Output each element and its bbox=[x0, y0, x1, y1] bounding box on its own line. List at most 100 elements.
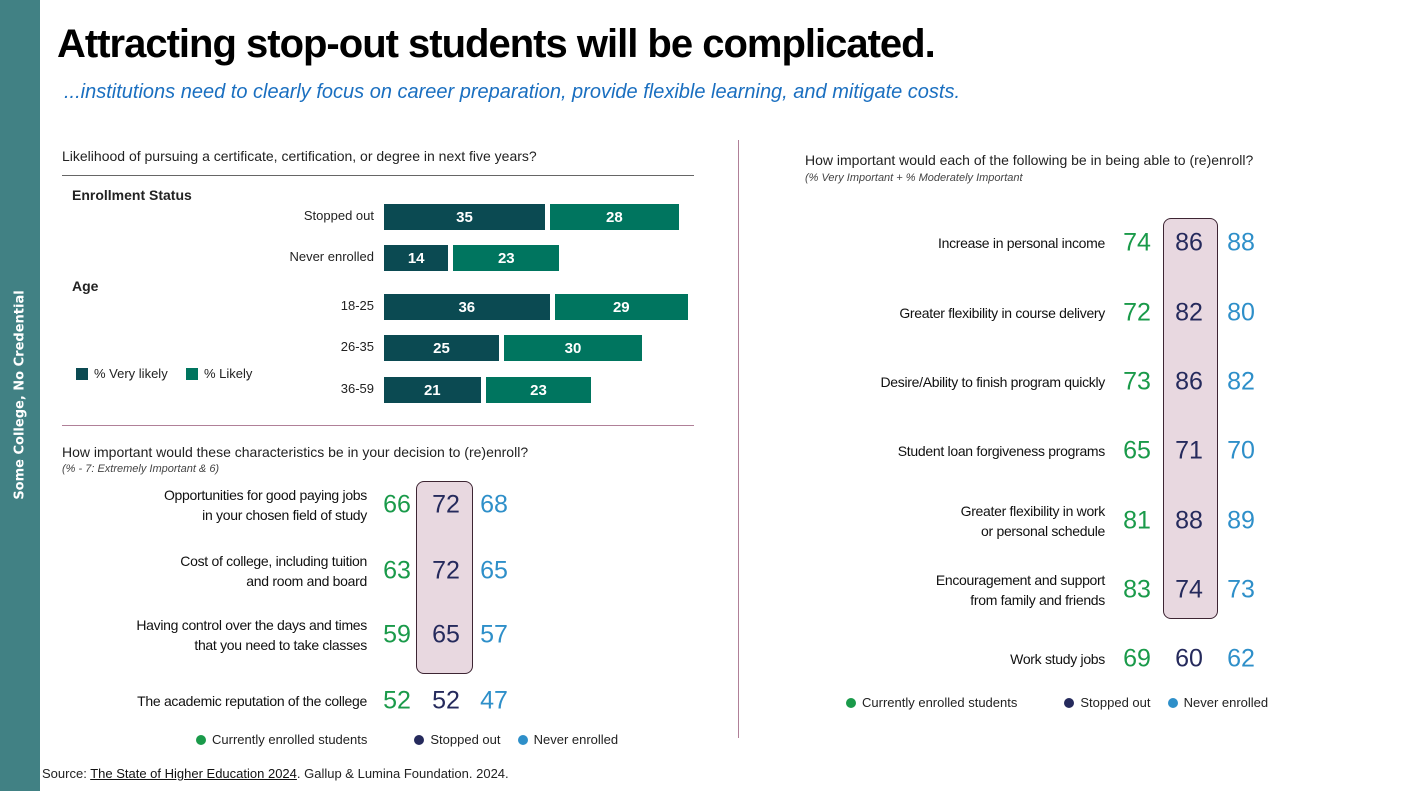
highlight-box bbox=[416, 481, 473, 674]
legend-label: Currently enrolled students bbox=[862, 695, 1018, 710]
row-label-line: in your chosen field of study bbox=[202, 507, 367, 523]
row-label-line: Having control over the days and times bbox=[136, 617, 367, 633]
page-title: Attracting stop-out students will be com… bbox=[57, 22, 936, 66]
legend-label: Stopped out bbox=[1080, 695, 1151, 710]
bar-likely: 23 bbox=[453, 245, 560, 271]
bar-very-likely: 35 bbox=[384, 204, 545, 230]
row-label-line: The academic reputation of the college bbox=[137, 693, 367, 709]
row-label: Increase in personal income bbox=[745, 233, 1105, 253]
group-label-age: Age bbox=[72, 278, 99, 294]
value-stopped-out: 72 bbox=[432, 556, 460, 585]
value-stopped-out: 71 bbox=[1175, 436, 1203, 465]
row-label: Opportunities for good paying jobs in you… bbox=[7, 485, 367, 525]
row-label-line: or personal schedule bbox=[981, 523, 1105, 539]
row-label-line: Increase in personal income bbox=[938, 235, 1105, 251]
row-label: Greater flexibility in work or personal s… bbox=[745, 501, 1106, 541]
legend-label: Stopped out bbox=[430, 732, 501, 747]
row-label: Cost of college, including tuition and ro… bbox=[7, 551, 367, 591]
source-citation: Source: The State of Higher Education 20… bbox=[42, 766, 509, 781]
bar-likely: 28 bbox=[550, 204, 679, 230]
legend-dot-icon bbox=[1064, 697, 1075, 708]
value-currently-enrolled: 65 bbox=[1123, 436, 1151, 465]
row-label-line: from family and friends bbox=[970, 592, 1105, 608]
divider-vertical bbox=[738, 140, 739, 738]
row-label-line: Opportunities for good paying jobs bbox=[163, 487, 367, 503]
value-stopped-out: 52 bbox=[432, 686, 460, 715]
value-currently-enrolled: 81 bbox=[1123, 506, 1151, 535]
row-label-line: Cost of college, including tuition bbox=[180, 553, 367, 569]
value-currently-enrolled: 52 bbox=[383, 686, 411, 715]
row-label-line: Work study jobs bbox=[1010, 651, 1105, 667]
row-label-line: and room and board bbox=[246, 573, 367, 589]
category-label: 26-35 bbox=[340, 339, 374, 354]
value-never-enrolled: 62 bbox=[1227, 644, 1255, 673]
value-currently-enrolled: 83 bbox=[1123, 575, 1151, 604]
divider bbox=[62, 425, 694, 426]
legend-label: Never enrolled bbox=[533, 732, 619, 747]
value-stopped-out: 86 bbox=[1175, 367, 1203, 396]
legend-swatch bbox=[186, 367, 198, 380]
value-never-enrolled: 80 bbox=[1227, 298, 1255, 327]
source-link[interactable]: The State of Higher Education 2024 bbox=[90, 766, 297, 781]
row-label: Encouragement and support from family and… bbox=[745, 570, 1105, 610]
value-currently-enrolled: 74 bbox=[1123, 228, 1151, 257]
legend-likely: % Likely bbox=[186, 366, 252, 381]
value-stopped-out: 72 bbox=[432, 490, 460, 519]
table-left-subtitle: (% - 7: Extremely Important & 6) bbox=[62, 463, 220, 475]
category-label: 18-25 bbox=[340, 298, 374, 313]
value-never-enrolled: 47 bbox=[480, 686, 508, 715]
bar-very-likely: 25 bbox=[384, 335, 499, 361]
value-stopped-out: 82 bbox=[1175, 298, 1203, 327]
legend-item: Stopped out bbox=[414, 732, 501, 747]
legend-label: % Very likely bbox=[94, 366, 168, 381]
sidebar bbox=[0, 0, 40, 791]
row-label: The academic reputation of the college bbox=[7, 691, 367, 711]
value-never-enrolled: 73 bbox=[1227, 575, 1255, 604]
sidebar-label: Some College, No Credential bbox=[12, 290, 28, 500]
bar-very-likely: 21 bbox=[384, 377, 481, 403]
category-label: Never enrolled bbox=[289, 249, 374, 264]
legend-dot-icon bbox=[517, 734, 528, 745]
divider bbox=[62, 175, 694, 176]
legend-very-likely: % Very likely bbox=[76, 366, 168, 381]
row-label: Having control over the days and times th… bbox=[7, 615, 367, 655]
legend-item: Currently enrolled students bbox=[846, 695, 1017, 710]
value-never-enrolled: 57 bbox=[480, 620, 508, 649]
legend-label: Currently enrolled students bbox=[212, 732, 368, 747]
value-currently-enrolled: 66 bbox=[383, 490, 411, 519]
legend-label: Never enrolled bbox=[1183, 695, 1269, 710]
row-label-line: Student loan forgiveness programs bbox=[897, 443, 1106, 459]
value-currently-enrolled: 59 bbox=[383, 620, 411, 649]
bar-likely: 30 bbox=[504, 335, 642, 361]
value-never-enrolled: 89 bbox=[1227, 506, 1255, 535]
row-label-line: that you need to take classes bbox=[194, 637, 367, 653]
legend-dot-icon bbox=[846, 697, 856, 708]
page-subtitle: ...institutions need to clearly focus on… bbox=[64, 81, 961, 103]
legend-dot-icon bbox=[1167, 697, 1178, 708]
value-never-enrolled: 70 bbox=[1227, 436, 1255, 465]
table-right-subtitle: (% Very Important + % Moderately Importa… bbox=[805, 172, 1023, 184]
value-currently-enrolled: 72 bbox=[1123, 298, 1151, 327]
legend-dot-icon bbox=[414, 734, 425, 745]
row-label-line: Greater flexibility in work bbox=[960, 503, 1106, 519]
legend-dot-icon bbox=[196, 734, 206, 745]
row-label: Greater flexibility in course delivery bbox=[745, 303, 1105, 323]
bar-likely: 23 bbox=[485, 377, 592, 403]
highlight-box bbox=[1163, 218, 1218, 619]
value-stopped-out: 86 bbox=[1175, 228, 1203, 257]
source-prefix: Source: bbox=[42, 766, 91, 781]
legend-item: Stopped out bbox=[1064, 695, 1151, 710]
value-currently-enrolled: 63 bbox=[383, 556, 411, 585]
row-label-line: Encouragement and support bbox=[935, 572, 1105, 588]
value-currently-enrolled: 69 bbox=[1123, 644, 1151, 673]
source-suffix: . Gallup & Lumina Foundation. 2024. bbox=[296, 766, 509, 781]
legend-swatch bbox=[76, 367, 88, 380]
legend-label: % Likely bbox=[204, 366, 253, 381]
value-stopped-out: 88 bbox=[1175, 506, 1203, 535]
row-label: Work study jobs bbox=[745, 649, 1105, 669]
row-label-line: Greater flexibility in course delivery bbox=[899, 305, 1105, 321]
group-label-enrollment: Enrollment Status bbox=[72, 187, 192, 203]
value-never-enrolled: 65 bbox=[480, 556, 508, 585]
value-stopped-out: 60 bbox=[1175, 644, 1203, 673]
